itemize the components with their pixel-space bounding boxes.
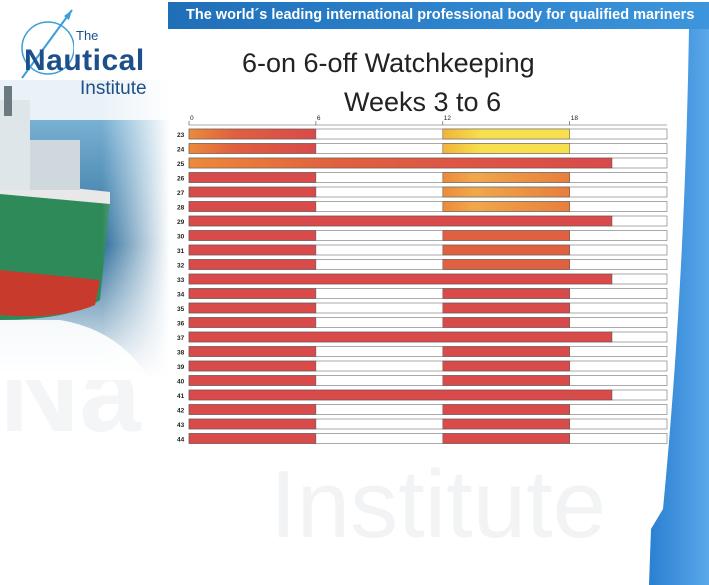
watch-bar-26-1	[442, 172, 570, 183]
watch-bar-32-0	[188, 259, 317, 270]
watch-bar-24-0	[188, 143, 317, 154]
watch-bar-35-1	[442, 302, 570, 314]
background-watermark: Institute	[270, 451, 607, 558]
y-tick-label-39: 39	[177, 364, 185, 371]
y-tick-label-42: 42	[177, 408, 185, 415]
watch-bar-31-0	[188, 244, 317, 256]
watch-bar-43-1	[442, 418, 570, 430]
y-tick-label-35: 35	[177, 306, 185, 313]
x-tick-label-2: 12	[444, 115, 452, 122]
y-tick-label-34: 34	[177, 292, 185, 299]
watch-bar-42-1	[442, 404, 570, 415]
watch-bar-40-1	[442, 375, 570, 386]
watch-bar-23-1	[442, 128, 570, 140]
watch-bar-38-0	[188, 346, 317, 357]
y-tick-label-43: 43	[177, 422, 185, 429]
y-tick-label-44: 44	[177, 437, 185, 444]
watch-bar-37-0	[188, 331, 613, 343]
x-tick-label-1: 6	[317, 115, 321, 122]
logo: The Nautical Institute	[8, 8, 178, 108]
y-tick-label-36: 36	[177, 321, 185, 328]
y-tick-label-38: 38	[177, 350, 185, 357]
watch-schedule-chart: 0 6 12 18 23 24 25 26 27 28 29 30 31 32 33 34 35 36 37 38 39…	[177, 115, 668, 444]
watch-bar-30-0	[188, 230, 317, 241]
watch-bar-40-0	[188, 375, 317, 386]
x-tick-label-0: 0	[190, 115, 194, 122]
y-tick-label-33: 33	[177, 277, 185, 284]
watch-bar-36-0	[188, 317, 317, 328]
watch-bar-31-1	[442, 244, 570, 256]
y-tick-label-37: 37	[177, 335, 185, 342]
y-tick-label-27: 27	[177, 190, 185, 197]
y-tick-label-28: 28	[177, 205, 185, 212]
y-tick-label-26: 26	[177, 176, 185, 183]
watch-bar-26-0	[188, 172, 317, 183]
watch-bar-34-0	[188, 288, 317, 299]
watch-bar-35-0	[188, 302, 317, 314]
watch-bar-42-0	[188, 404, 317, 415]
logo-the: The	[76, 28, 99, 43]
y-tick-label-32: 32	[177, 263, 185, 270]
watch-bar-34-1	[442, 288, 570, 299]
y-tick-label-30: 30	[177, 234, 185, 241]
ship-image	[0, 80, 170, 380]
watch-bar-27-0	[188, 186, 317, 198]
header-banner: The world´s leading international profes…	[168, 2, 709, 29]
chart-title: 6-on 6-off Watchkeeping	[242, 48, 535, 78]
watch-bar-43-0	[188, 418, 317, 430]
watch-bar-23-0	[188, 128, 317, 140]
logo-institute: Institute	[80, 78, 147, 99]
watch-bar-24-1	[442, 143, 570, 154]
watch-bar-44-1	[442, 433, 570, 444]
watch-bar-25-0	[188, 157, 613, 169]
watch-bar-33-0	[188, 273, 613, 285]
y-tick-label-31: 31	[177, 248, 185, 255]
watch-bar-28-1	[442, 201, 570, 212]
watch-bar-41-0	[188, 389, 613, 401]
y-tick-label-41: 41	[177, 393, 185, 400]
watch-bar-39-0	[188, 360, 317, 372]
right-edge-swoosh	[649, 29, 709, 585]
watch-bar-28-0	[188, 201, 317, 212]
y-tick-label-23: 23	[177, 132, 185, 139]
watch-bar-30-1	[442, 230, 570, 241]
watch-bar-27-1	[442, 186, 570, 198]
logo-nautical: Nautical	[24, 44, 145, 77]
y-tick-label-25: 25	[177, 161, 185, 168]
watch-bar-38-1	[442, 346, 570, 357]
watch-bar-36-1	[442, 317, 570, 328]
compass-logo-icon	[21, 9, 74, 79]
chart-subtitle: Weeks 3 to 6	[344, 87, 502, 117]
watch-bar-32-1	[442, 259, 570, 270]
y-tick-label-29: 29	[177, 219, 185, 226]
y-tick-label-40: 40	[177, 379, 185, 386]
x-tick-label-3: 18	[571, 115, 579, 122]
y-tick-label-24: 24	[177, 147, 185, 154]
watch-bar-39-1	[442, 360, 570, 372]
watch-bar-44-0	[188, 433, 317, 444]
watch-bar-29-0	[188, 215, 613, 227]
